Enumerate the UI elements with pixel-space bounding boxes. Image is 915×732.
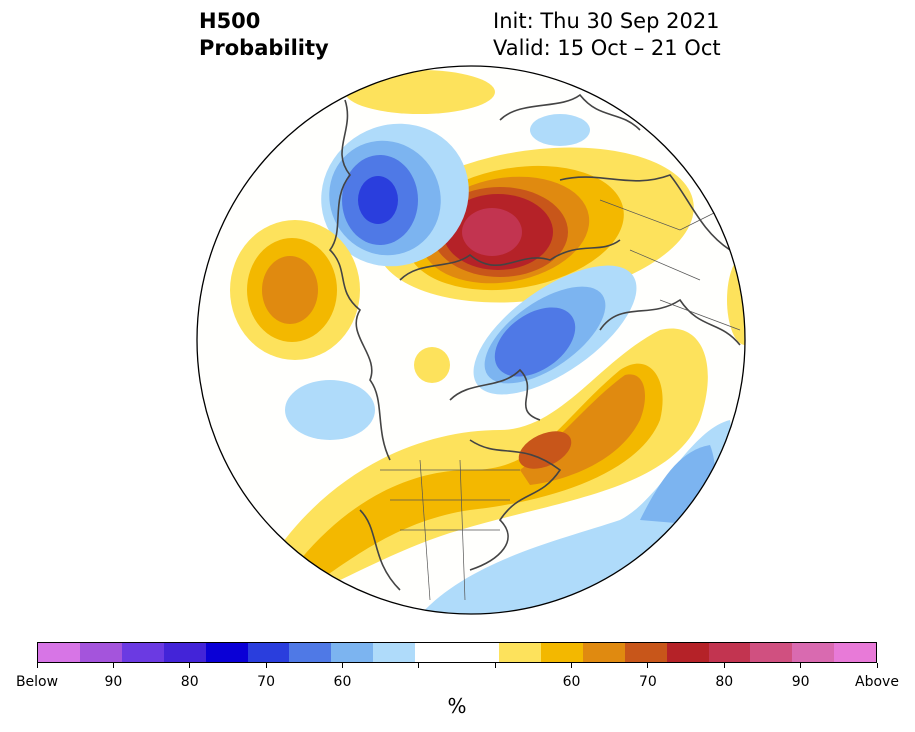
- colorbar-segment: [163, 643, 206, 662]
- anomaly-pole-yellow: [414, 347, 450, 383]
- colorbar-segment: [247, 643, 290, 662]
- colorbar-tick-label: 80: [715, 674, 734, 690]
- colorbar-segment: [666, 643, 709, 662]
- map-dates: Init: Thu 30 Sep 2021 Valid: 15 Oct – 21…: [493, 8, 721, 62]
- colorbar-segment: [79, 643, 122, 662]
- anomaly-north-pacific: [285, 380, 375, 440]
- colorbar-tick: [494, 663, 496, 668]
- anomaly-western-europe: [727, 255, 745, 345]
- map-title: H500 Probability: [199, 8, 329, 62]
- polar-map: [196, 65, 746, 615]
- init-date: Init: Thu 30 Sep 2021: [493, 9, 720, 33]
- variable-label: H500: [199, 9, 261, 33]
- probability-colorbar: [37, 642, 877, 663]
- colorbar-tick-label: 70: [638, 674, 657, 690]
- colorbar-tick: [571, 663, 573, 668]
- anomaly-greenland: [473, 265, 637, 395]
- colorbar-segment: [457, 643, 499, 662]
- probability-shading: [230, 70, 745, 614]
- coastlines: [328, 93, 741, 591]
- colorbar-segment: [792, 643, 835, 662]
- colorbar-tick-label: Below: [15, 674, 59, 690]
- colorbar-segment: [331, 643, 374, 662]
- colorbar-segment: [582, 643, 625, 662]
- colorbar-tick-label: 70: [257, 674, 275, 690]
- political-boundaries: [380, 199, 741, 601]
- colorbar-tick-label: 80: [180, 674, 199, 690]
- colorbar-tick-label: Above: [855, 674, 899, 690]
- colorbar-tick: [265, 663, 267, 668]
- colorbar-tick: [36, 663, 38, 668]
- colorbar-tick: [112, 663, 114, 668]
- anomaly-arctic-edge: [345, 70, 495, 114]
- colorbar-tick-label: 90: [104, 674, 123, 690]
- colorbar-segment: [38, 643, 80, 662]
- colorbar-unit: %: [447, 694, 467, 718]
- colorbar-segment: [708, 643, 751, 662]
- colorbar-tick: [800, 663, 802, 668]
- colorbar-segment: [540, 643, 583, 662]
- colorbar-segment: [121, 643, 164, 662]
- anomaly-north-america-atlantic: [270, 328, 708, 600]
- colorbar-segment: [373, 643, 416, 662]
- colorbar-segment: [750, 643, 793, 662]
- colorbar-segment: [205, 643, 248, 662]
- colorbar-tick: [723, 663, 725, 668]
- colorbar-segment: [498, 643, 541, 662]
- product-label: Probability: [199, 36, 329, 60]
- anomaly-bering: [230, 220, 360, 360]
- colorbar-segment: [834, 643, 877, 662]
- anomaly-arctic-blue: [530, 114, 590, 146]
- colorbar-tick: [418, 663, 420, 668]
- colorbar-tick: [876, 663, 878, 668]
- colorbar-segment: [624, 643, 667, 662]
- colorbar-segment: [415, 643, 458, 662]
- anomaly-central-asia: [321, 123, 469, 267]
- map-boundary: [196, 65, 746, 615]
- colorbar-tick-label: 60: [333, 674, 352, 690]
- colorbar-tick-label: 90: [791, 674, 810, 690]
- colorbar-tick: [189, 663, 191, 668]
- colorbar-ticks: [36, 663, 878, 669]
- colorbar-tick: [341, 663, 343, 668]
- valid-range: Valid: 15 Oct – 21 Oct: [493, 36, 721, 60]
- colorbar-tick-label: 60: [562, 674, 581, 690]
- colorbar-tick: [647, 663, 649, 668]
- colorbar-segment: [289, 643, 332, 662]
